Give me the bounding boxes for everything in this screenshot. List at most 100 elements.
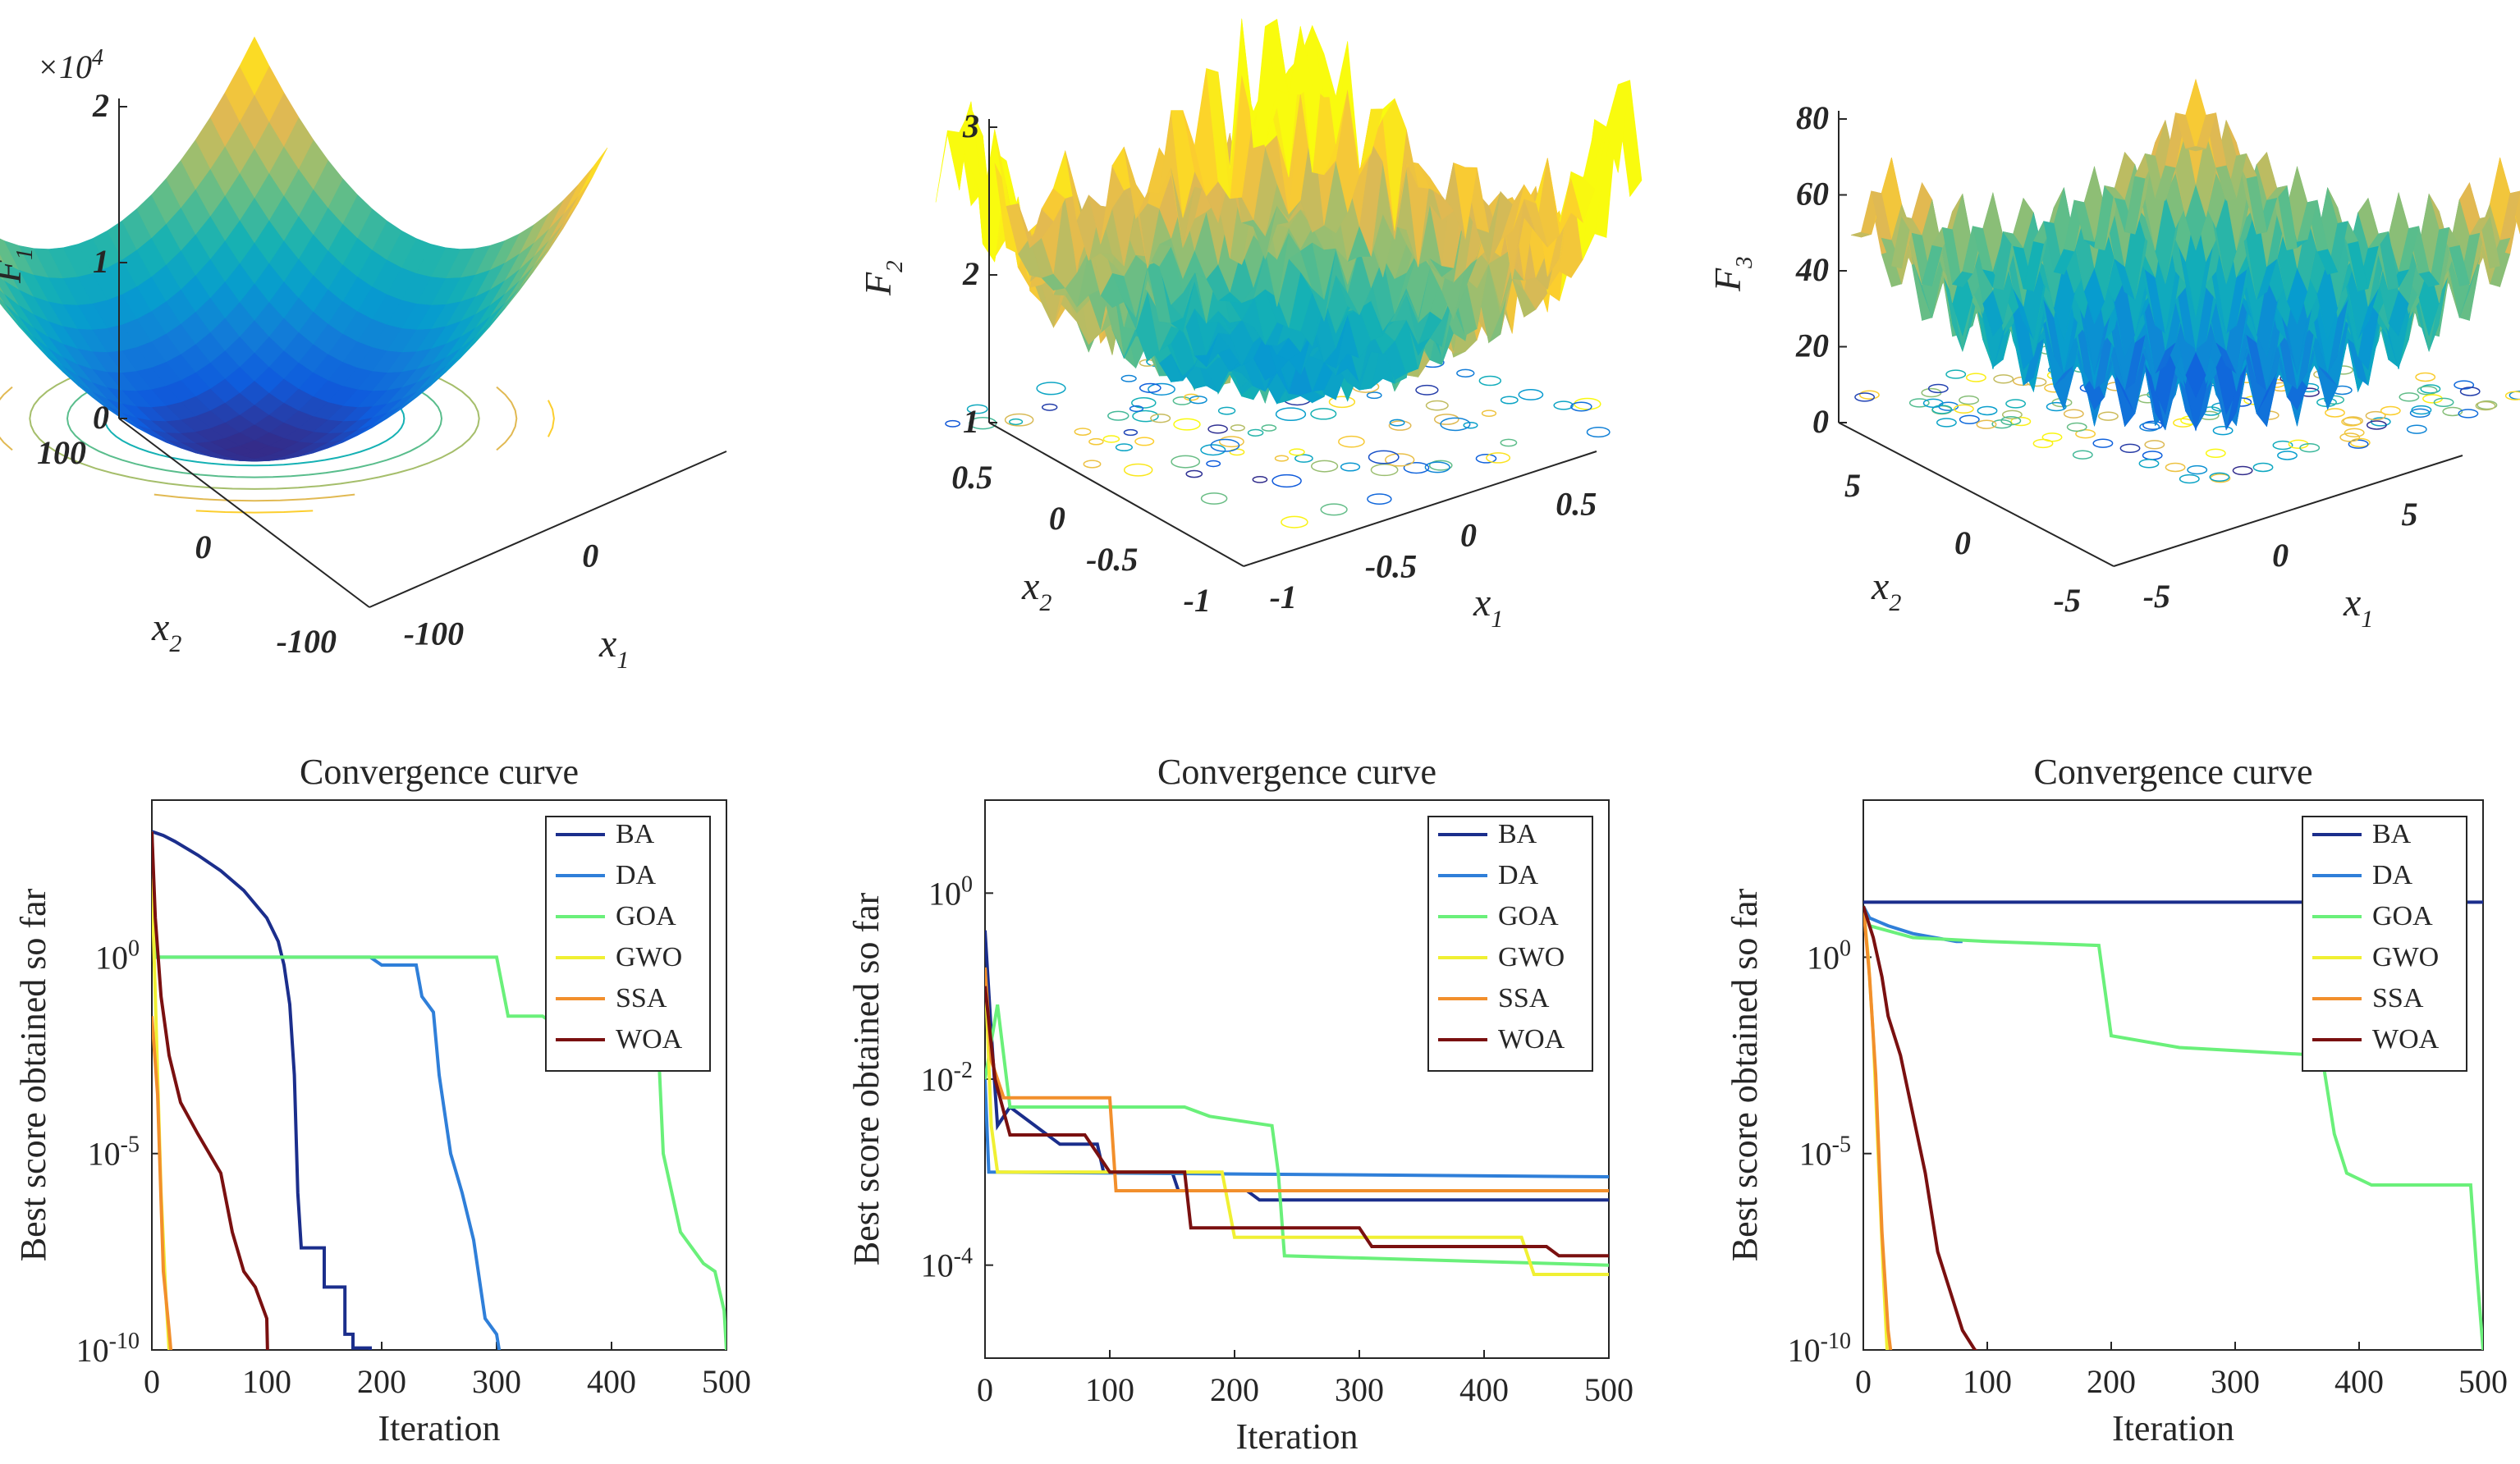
contour-line <box>1148 382 1175 396</box>
contour-line <box>1294 454 1313 463</box>
contour-line <box>1991 419 2013 429</box>
contour-line <box>2165 462 2186 473</box>
z-tick-label: 20 <box>1795 327 1829 364</box>
z-tick-label: 3 <box>962 108 979 144</box>
x1-tick-label: 0 <box>2272 537 2289 574</box>
x-tick-label: 500 <box>1584 1371 1633 1408</box>
contour-line <box>2433 397 2454 407</box>
x1-axis-label: x1 <box>1473 581 1503 633</box>
series-line-ssa <box>1863 906 1893 1350</box>
contour-line <box>2348 439 2369 449</box>
series-group <box>152 830 726 1350</box>
contour-line <box>1274 455 1290 462</box>
contour-line <box>966 404 988 414</box>
x-tick-label: 100 <box>1963 1363 2012 1400</box>
contour-line <box>1083 460 1102 469</box>
x1-tick-label: -1 <box>1270 579 1297 615</box>
x-tick-label: 400 <box>587 1363 636 1400</box>
contour-line <box>2072 450 2093 460</box>
legend-label-ssa: SSA <box>616 983 667 1013</box>
contour-line <box>1139 382 1161 393</box>
contour-line <box>1500 396 1519 405</box>
y-tick-label: 10-10 <box>1788 1329 1851 1369</box>
contour-line <box>2324 395 2345 405</box>
legend-label-da: DA <box>2372 860 2413 890</box>
contour-line <box>2092 438 2114 448</box>
x1-axis-line <box>1243 451 1597 567</box>
x1-axis-label: x1 <box>2343 581 2373 633</box>
contour-line <box>1036 382 1066 396</box>
series-line-ssa <box>152 1016 173 1350</box>
contour-line <box>2399 392 2420 402</box>
contour-line <box>2187 464 2208 475</box>
contour-line <box>2380 405 2401 416</box>
contour-line <box>1088 437 1104 446</box>
contour-line <box>945 419 960 428</box>
contour-line <box>1289 448 1305 456</box>
x-tick-label: 200 <box>2087 1363 2136 1400</box>
contour-line <box>1004 413 1034 427</box>
contour-line <box>2066 422 2087 432</box>
z-tick-label: 0 <box>1812 403 1829 440</box>
contour-line <box>2144 440 2165 450</box>
contour-line <box>1150 413 1171 423</box>
contour-line <box>1428 460 1453 471</box>
contour-line <box>1134 437 1155 446</box>
x-tick-label: 0 <box>144 1363 160 1400</box>
contour-line <box>1965 373 1986 382</box>
convergence-plot-f1: Convergence curve Iteration Best score obt… <box>13 752 751 1448</box>
contour-line <box>1230 424 1245 432</box>
contour-line <box>2046 401 2067 412</box>
legend-label-woa: WOA <box>1498 1024 1565 1055</box>
contour-line <box>2454 380 2475 390</box>
contour-line <box>1388 420 1412 431</box>
contour-line <box>1433 414 1459 425</box>
contour-line <box>2032 438 2054 449</box>
contour-line <box>1206 460 1221 468</box>
contour-line <box>1171 455 1201 469</box>
contour-line <box>1367 493 1392 505</box>
series-line-goa <box>1863 905 2483 1350</box>
contour-line <box>2252 462 2274 473</box>
contour-line <box>2179 474 2200 484</box>
z-tick-label: 2 <box>92 87 109 124</box>
x-tick-label: 100 <box>1085 1371 1134 1408</box>
contour-line <box>1131 397 1157 409</box>
surface-facet <box>2185 146 2206 152</box>
contour-line <box>2458 409 2479 419</box>
contour-line <box>1247 428 1264 437</box>
series-line-woa <box>985 986 1609 1258</box>
contour-line <box>1424 461 1450 474</box>
contour-line <box>1275 407 1307 422</box>
contour-line <box>2232 465 2253 476</box>
z-tick-label: 1 <box>93 243 109 280</box>
contour-line <box>1340 462 1361 472</box>
y-tick-label: 10-5 <box>1799 1132 1851 1173</box>
contour-line <box>1185 469 1203 478</box>
contour-line <box>1102 435 1120 443</box>
x-tick-label: 300 <box>1335 1371 1384 1408</box>
series-line-da <box>985 1078 1609 1178</box>
x-axis-label: Iteration <box>1235 1416 1358 1457</box>
contour-line <box>1415 384 1439 396</box>
contour-line <box>1586 427 1611 438</box>
x-axis-label: Iteration <box>378 1408 500 1448</box>
contour-line <box>2138 459 2160 469</box>
contour-line <box>1993 374 2014 384</box>
contour-line <box>1854 392 1876 402</box>
contour-line <box>1500 438 1518 447</box>
y-tick-label: 10-2 <box>921 1058 973 1098</box>
contour-line <box>1570 401 1592 412</box>
surface-facet <box>239 36 270 95</box>
contour-line <box>2339 432 2361 442</box>
contour-line <box>1218 436 1244 448</box>
z-tick-label: 80 <box>1796 99 1829 136</box>
x-tick-label: 0 <box>977 1371 993 1408</box>
convergence-plot-f2: Convergence curve Iteration Best score obt… <box>846 752 1633 1457</box>
z-tick-label: 1 <box>963 403 979 440</box>
x-tick-label: 200 <box>357 1363 406 1400</box>
z-axis-label: F1 <box>0 248 38 284</box>
z-tick-label: 0 <box>93 399 109 436</box>
contour-line <box>2476 400 2498 410</box>
contour-line <box>1922 398 1944 408</box>
